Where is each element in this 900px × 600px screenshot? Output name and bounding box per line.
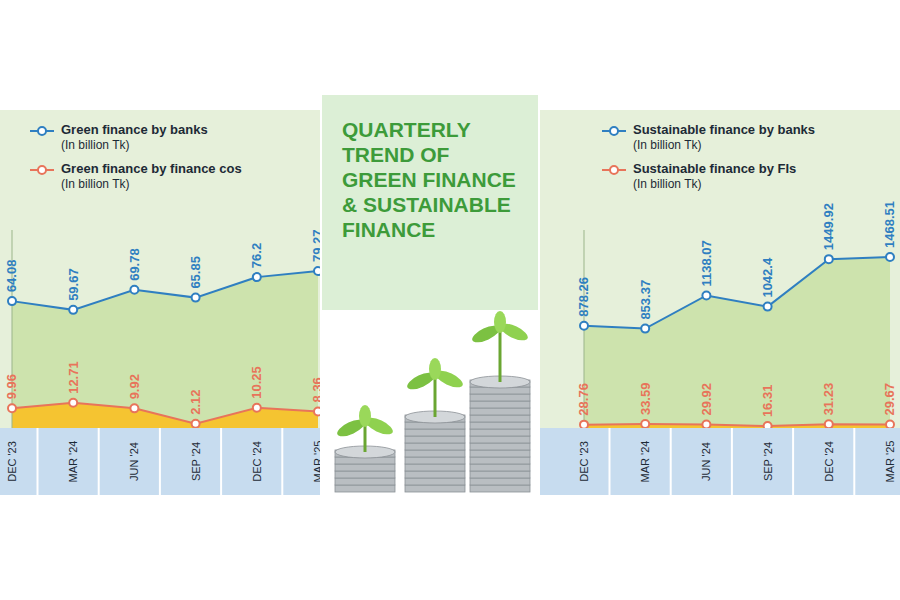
svg-text:69.78: 69.78 <box>127 248 142 281</box>
svg-text:JUN '24: JUN '24 <box>700 442 712 481</box>
svg-text:1138.07: 1138.07 <box>699 240 714 286</box>
html-text:Sustainable finance by FIs: Sustainable finance by FIs <box>633 161 797 176</box>
svg-text:MAR '24: MAR '24 <box>639 441 651 483</box>
svg-text:8.36: 8.36 <box>311 377 321 402</box>
svg-text:JUN '24: JUN '24 <box>128 442 140 481</box>
svg-text:29.92: 29.92 <box>699 383 714 416</box>
svg-text:DEC '24: DEC '24 <box>251 441 263 482</box>
svg-text:12.71: 12.71 <box>66 361 81 394</box>
svg-text:33.59: 33.59 <box>638 383 653 416</box>
svg-text:MAR '25: MAR '25 <box>884 441 896 483</box>
html-text:QUARTERLY TREND OF GREEN FINAN: QUARTERLY TREND OF GREEN FINANCE & SUSTA… <box>342 118 516 241</box>
svg-text:79.27: 79.27 <box>311 229 321 262</box>
svg-text:29.67: 29.67 <box>883 383 898 416</box>
svg-text:2.12: 2.12 <box>188 389 203 414</box>
svg-text:64.08: 64.08 <box>5 260 20 293</box>
html-text:(In billion Tk): (In billion Tk) <box>633 138 702 152</box>
svg-text:DEC '23: DEC '23 <box>6 441 18 482</box>
svg-text:31.23: 31.23 <box>821 383 836 416</box>
svg-text:59.67: 59.67 <box>66 268 81 301</box>
svg-text:10.25: 10.25 <box>249 366 264 399</box>
svg-text:76.2: 76.2 <box>249 243 264 268</box>
svg-text:9.96: 9.96 <box>5 374 20 399</box>
html-text:(In billion Tk): (In billion Tk) <box>61 138 130 152</box>
svg-text:1042.4: 1042.4 <box>760 257 775 298</box>
html-text:Green finance by banks: Green finance by banks <box>61 122 208 137</box>
svg-text:DEC '24: DEC '24 <box>823 441 835 482</box>
svg-text:853.37: 853.37 <box>638 280 653 320</box>
svg-text:MAR '24: MAR '24 <box>67 441 79 483</box>
svg-text:16.31: 16.31 <box>760 385 775 418</box>
html-text:Sustainable finance by banks: Sustainable finance by banks <box>633 122 816 137</box>
html-text:Green finance by finance cos: Green finance by finance cos <box>61 161 242 176</box>
svg-text:65.85: 65.85 <box>188 256 203 289</box>
svg-text:MAR '25: MAR '25 <box>312 441 320 483</box>
svg-text:SEP '24: SEP '24 <box>762 442 774 481</box>
svg-text:1449.92: 1449.92 <box>821 203 836 250</box>
svg-text:DEC '23: DEC '23 <box>578 441 590 482</box>
svg-text:878.26: 878.26 <box>577 277 592 317</box>
svg-text:28.76: 28.76 <box>577 383 592 416</box>
svg-text:9.92: 9.92 <box>127 374 142 399</box>
html-text:(In billion Tk): (In billion Tk) <box>633 177 702 191</box>
svg-text:1468.51: 1468.51 <box>883 201 898 248</box>
html-text:(In billion Tk): (In billion Tk) <box>61 177 130 191</box>
svg-text:SEP '24: SEP '24 <box>190 442 202 481</box>
